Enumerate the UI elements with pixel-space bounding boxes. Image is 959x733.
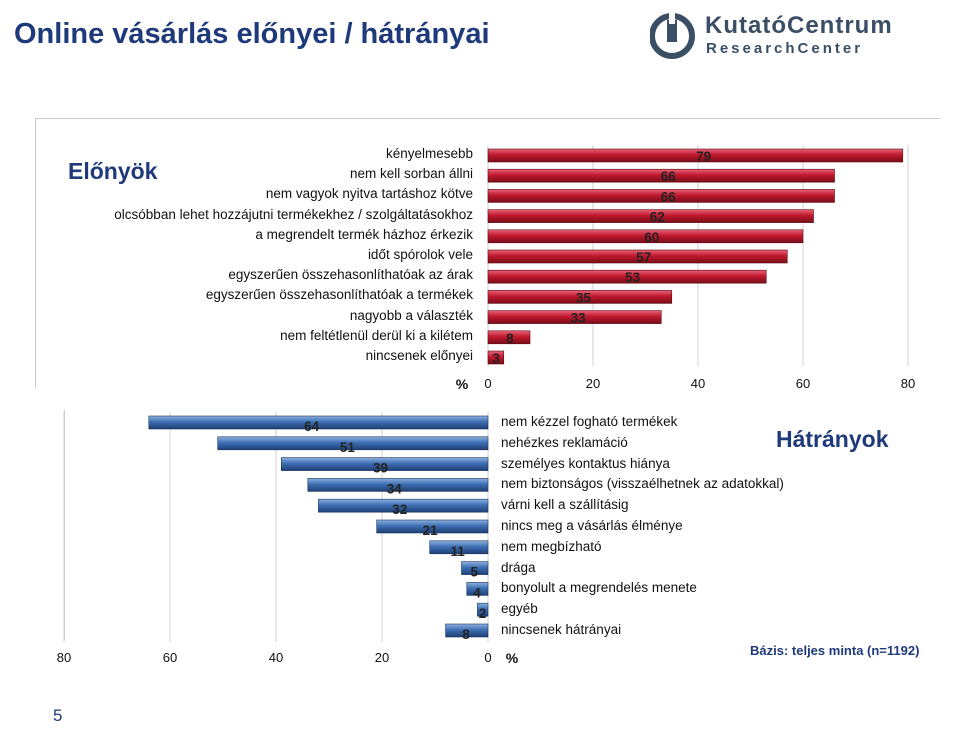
disadvantage-value-label: 2 xyxy=(479,606,487,621)
disadvantage-category-label: drága xyxy=(501,559,536,575)
advantage-value-label: 79 xyxy=(696,149,711,164)
advantage-category-label: nem vagyok nyitva tartáshoz kötve xyxy=(265,186,473,202)
advantage-category-label: nincsenek előnyei xyxy=(365,348,473,363)
advantage-bar xyxy=(487,330,531,345)
advantage-category-label: egyszerűen összehasonlíthatóak az árak xyxy=(228,267,473,283)
advantage-value-label: 66 xyxy=(661,189,677,204)
advantage-bar xyxy=(487,350,505,365)
advantage-value-label: 57 xyxy=(636,250,651,265)
disadvantages-tick-label: 20 xyxy=(375,650,389,665)
disadvantage-bar xyxy=(461,561,489,575)
page-number: 5 xyxy=(53,706,63,725)
advantage-bar xyxy=(487,310,662,324)
advantages-tick-label: 60 xyxy=(796,376,810,391)
advantage-value-label: 53 xyxy=(625,270,641,285)
disadvantages-tick-label: 80 xyxy=(57,650,71,665)
advantages-title: Előnyök xyxy=(68,158,158,184)
disadvantage-value-label: 34 xyxy=(387,481,403,496)
disadvantage-bar xyxy=(217,436,489,451)
disadvantage-value-label: 32 xyxy=(392,502,407,517)
disadvantage-category-label: nem kézzel fogható termékek xyxy=(501,414,678,429)
disadvantage-category-label: személyes kontaktus hiánya xyxy=(501,455,670,471)
disadvantage-bar xyxy=(307,478,489,492)
advantage-value-label: 35 xyxy=(576,290,592,305)
advantage-value-label: 60 xyxy=(644,230,659,245)
advantage-bar xyxy=(487,189,835,203)
advantage-category-label: kényelmesebb xyxy=(385,146,473,161)
advantage-category-label: nem kell sorban állni xyxy=(349,166,473,182)
frame-line-top xyxy=(35,118,940,119)
disadvantage-value-label: 39 xyxy=(373,461,388,476)
disadvantages-tick-label: 0 xyxy=(484,650,491,665)
disadvantage-value-label: 5 xyxy=(470,565,478,580)
advantages-tick-label: 40 xyxy=(691,376,705,391)
logo-text-main: KutatóCentrum xyxy=(705,12,893,39)
disadvantage-bar xyxy=(376,519,489,534)
disadvantage-value-label: 4 xyxy=(473,585,481,600)
disadvantage-value-label: 51 xyxy=(340,440,356,455)
disadvantage-category-label: egyéb xyxy=(501,601,538,617)
advantage-value-label: 33 xyxy=(571,311,587,326)
advantage-bar xyxy=(487,290,673,304)
advantage-category-label: időt spórolok vele xyxy=(367,247,473,262)
page-title: Online vásárlás előnyei / hátrányai xyxy=(14,18,490,50)
disadvantage-category-label: bonyolult a megrendelés menete xyxy=(501,580,697,596)
advantage-value-label: 62 xyxy=(650,210,665,225)
disadvantage-bar xyxy=(445,623,489,638)
advantages-tick-label: 80 xyxy=(901,376,915,391)
advantages-tick-label: 20 xyxy=(586,376,600,391)
advantage-category-label: nagyobb a választék xyxy=(349,307,473,323)
advantage-bar xyxy=(487,249,788,264)
frame-line-left xyxy=(35,118,36,388)
disadvantage-bar xyxy=(318,498,489,513)
disadvantage-value-label: 64 xyxy=(304,419,320,434)
disadvantage-bar xyxy=(477,602,489,617)
disadvantage-value-label: 8 xyxy=(462,627,470,642)
company-logo xyxy=(650,10,695,59)
advantage-value-label: 66 xyxy=(661,169,677,184)
disadvantage-category-label: nincs meg a vásárlás élménye xyxy=(501,518,683,533)
disadvantage-bar xyxy=(280,457,489,471)
disadvantages-axis-unit: % xyxy=(506,650,519,666)
advantage-bar xyxy=(487,209,814,223)
base-note: Bázis: teljes minta (n=1192) xyxy=(750,643,920,658)
advantage-value-label: 3 xyxy=(492,351,500,366)
advantage-category-label: egyszerűen összehasonlíthatóak a terméke… xyxy=(205,287,473,303)
advantages-axis-unit: % xyxy=(456,376,469,392)
disadvantage-category-label: nehézkes reklamáció xyxy=(501,434,628,450)
disadvantage-value-label: 21 xyxy=(423,523,439,538)
disadvantage-category-label: várni kell a szállításig xyxy=(501,497,629,513)
disadvantage-bar xyxy=(429,540,489,555)
advantage-bar xyxy=(487,269,767,284)
advantage-bar xyxy=(487,229,804,244)
disadvantage-category-label: nem megbízható xyxy=(501,538,602,554)
disadvantages-tick-label: 40 xyxy=(269,650,283,665)
disadvantage-value-label: 11 xyxy=(451,544,466,559)
advantage-bar xyxy=(487,168,835,183)
disadvantage-category-label: nincsenek hátrányai xyxy=(501,622,622,637)
logo-text-sub: ResearchCenter xyxy=(706,40,864,57)
advantage-bar xyxy=(487,148,904,163)
disadvantage-category-label: nem biztonságos (visszaélhetnek az adato… xyxy=(501,476,784,492)
disadvantage-bar xyxy=(466,582,489,596)
disadvantage-bar xyxy=(148,415,489,430)
advantage-category-label: olcsóbban lehet hozzájutni termékekhez /… xyxy=(114,206,473,222)
advantage-value-label: 8 xyxy=(506,331,514,346)
advantages-tick-label: 0 xyxy=(484,376,491,391)
advantage-category-label: a megrendelt termék házhoz érkezik xyxy=(255,226,473,242)
disadvantages-tick-label: 60 xyxy=(163,650,177,665)
advantage-category-label: nem feltétlenül derül ki a kilétem xyxy=(280,327,473,343)
disadvantages-title: Hátrányok xyxy=(776,426,889,452)
